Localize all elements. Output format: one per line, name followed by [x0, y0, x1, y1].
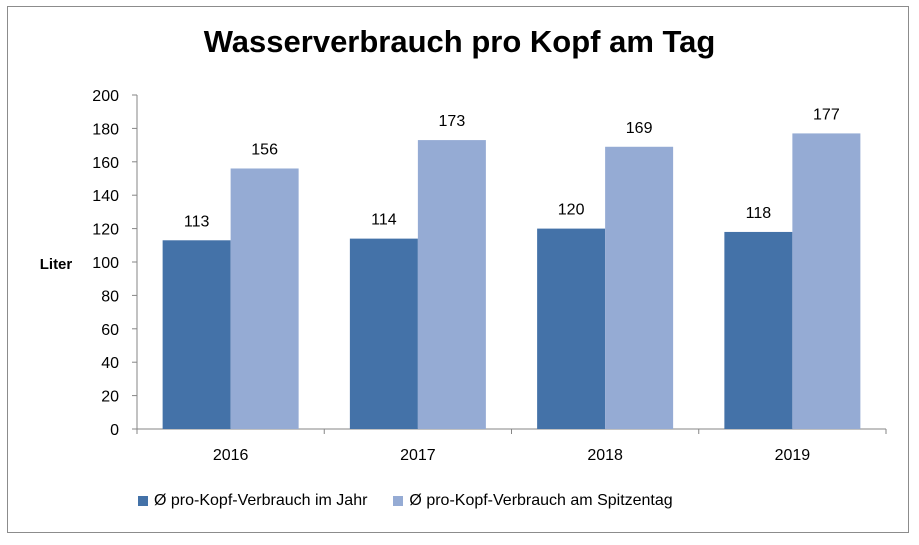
legend-label-series-2: Ø pro-Kopf-Verbrauch am Spitzentag [409, 492, 673, 509]
y-tick-label: 160 [92, 155, 119, 172]
data-label: 173 [439, 113, 466, 130]
y-tick-label: 140 [92, 188, 119, 205]
data-label: 113 [184, 213, 210, 230]
bar [349, 238, 418, 429]
x-tick-label: 2019 [775, 447, 811, 464]
legend-item-series-1: Ø pro-Kopf-Verbrauch im Jahr [138, 492, 367, 510]
bar [792, 133, 861, 429]
x-axis: 2016 2017 2018 2019 [136, 428, 887, 464]
y-tick-label: 0 [110, 422, 119, 439]
bar [417, 140, 486, 429]
data-label: 118 [746, 205, 772, 222]
chart-title: Wasserverbrauch pro Kopf am Tag [203, 24, 716, 59]
data-labels: 113 156 114 173 120 169 118 177 [184, 106, 840, 230]
y-tick-label: 60 [101, 322, 119, 339]
legend: Ø pro-Kopf-Verbrauch im Jahr Ø pro-Kopf-… [138, 490, 699, 512]
legend-swatch-series-2 [393, 496, 404, 506]
y-axis: 0 20 40 60 80 100 120 140 160 180 200 [92, 88, 138, 439]
y-tick-label: 100 [92, 255, 119, 272]
bar [230, 168, 299, 430]
data-label: 120 [558, 202, 585, 219]
y-tick-label: 200 [92, 88, 119, 105]
y-tick-label: 20 [101, 389, 119, 406]
data-label: 156 [251, 141, 278, 158]
bar [724, 231, 793, 429]
x-tick-label: 2017 [400, 447, 436, 464]
data-label: 177 [813, 106, 840, 123]
bar [537, 228, 606, 429]
legend-label-series-1: Ø pro-Kopf-Verbrauch im Jahr [154, 492, 368, 509]
y-tick-label: 180 [92, 121, 119, 138]
data-label: 169 [626, 120, 653, 137]
y-axis-label: Liter [40, 256, 73, 273]
legend-item-series-2: Ø pro-Kopf-Verbrauch am Spitzentag [393, 492, 673, 510]
y-tick-label: 80 [101, 288, 119, 305]
bars [162, 133, 861, 430]
x-tick-label: 2018 [587, 447, 623, 464]
y-tick-label: 40 [101, 355, 119, 372]
legend-swatch-series-1 [138, 496, 148, 506]
data-label: 114 [371, 212, 397, 229]
x-tick-label: 2016 [213, 447, 249, 464]
bar [162, 240, 231, 429]
bar [605, 146, 674, 429]
y-tick-label: 120 [92, 222, 119, 239]
